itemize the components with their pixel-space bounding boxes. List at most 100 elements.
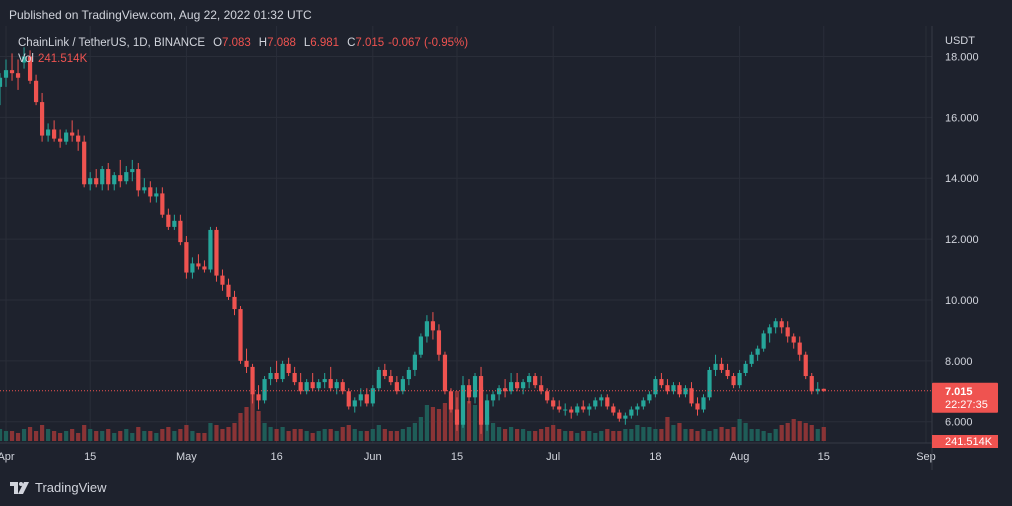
candle-body	[118, 175, 123, 182]
volume-bar	[533, 431, 538, 441]
candle-body	[328, 379, 333, 389]
volume-bar	[569, 431, 574, 441]
volume-bar	[310, 433, 315, 441]
candle-body	[82, 141, 87, 185]
volume-bar	[623, 429, 628, 441]
volume-bar	[773, 429, 778, 441]
volume-bar	[70, 429, 75, 441]
volume-bar	[154, 433, 159, 441]
volume-bar	[737, 419, 742, 441]
candle-body	[316, 382, 321, 389]
candle-body	[659, 379, 664, 386]
volume-bar	[496, 427, 502, 441]
candle-body	[292, 372, 297, 383]
candle-body	[274, 372, 279, 380]
volume-bar	[346, 425, 351, 441]
candle-body	[142, 187, 147, 191]
candle-body	[286, 363, 291, 373]
legend-price-row: ChainLink / TetherUS, 1D, BINANCE O7.083 H…	[18, 35, 468, 51]
volume-bar	[515, 429, 520, 441]
candle-body	[46, 129, 51, 136]
volume-bar	[809, 425, 814, 441]
tradingview-brand[interactable]: TradingView	[10, 480, 107, 495]
volume-bar	[635, 425, 640, 441]
candle-body	[76, 135, 81, 142]
x-tick-label: 15	[818, 451, 830, 463]
candle-body	[15, 73, 21, 78]
legend-volume-row: Vol 241.514K	[18, 51, 468, 67]
volume-bar	[112, 433, 117, 441]
legend-high-value: 7.088	[267, 37, 296, 49]
candle-body	[821, 388, 826, 391]
x-tick-label: 15	[84, 451, 96, 463]
legend-symbol: ChainLink / TetherUS, 1D, BINANCE	[18, 37, 206, 49]
volume-bar	[3, 431, 9, 441]
candle-body	[280, 363, 285, 380]
volume-bar	[617, 431, 622, 441]
volume-bar	[653, 429, 658, 441]
volume-bar	[593, 433, 598, 441]
volume-bar	[797, 421, 802, 441]
candle-body	[563, 409, 568, 411]
volume-bar	[605, 429, 610, 441]
candle-body	[196, 263, 201, 267]
candle-body	[653, 379, 658, 395]
candle-body	[130, 169, 135, 173]
candle-body	[27, 56, 33, 81]
candle-body	[623, 415, 628, 419]
volume-bar	[581, 431, 586, 441]
volume-bar	[27, 427, 33, 441]
volume-bar	[707, 431, 712, 441]
volume-bar	[178, 429, 183, 441]
volume-bar	[106, 429, 111, 441]
candle-body	[202, 266, 207, 270]
candle-body	[665, 385, 670, 392]
candle-body	[112, 175, 117, 185]
x-tick-label: 18	[649, 451, 661, 463]
legend-volume-label: Vol	[18, 53, 34, 65]
volume-bar	[166, 427, 171, 441]
volume-bar	[821, 427, 826, 441]
volume-bar	[424, 405, 430, 441]
candle-body	[334, 382, 339, 389]
published-header: Published on TradingView.com, Aug 22, 20…	[9, 8, 312, 22]
volume-bar	[731, 427, 736, 441]
volume-bar	[671, 425, 676, 441]
volume-bar	[490, 423, 496, 441]
candle-body	[707, 369, 712, 398]
volume-bar	[695, 431, 700, 441]
volume-bar	[39, 425, 45, 441]
x-tick-label: Apr	[0, 451, 15, 463]
candle-body	[460, 385, 466, 425]
volume-bar	[232, 423, 237, 441]
volume-bar	[9, 431, 15, 441]
x-tick-label: Jun	[364, 451, 382, 463]
candle-body	[731, 376, 736, 386]
brand-name: TradingView	[35, 480, 107, 495]
volume-bar	[677, 423, 682, 441]
volume-bar	[136, 427, 141, 441]
volume-bar	[274, 429, 279, 441]
volume-bar	[82, 425, 87, 441]
candle-body	[3, 70, 9, 78]
candle-body	[190, 263, 195, 273]
candle-body	[208, 229, 213, 270]
candle-body	[515, 382, 520, 389]
candle-body	[689, 388, 694, 404]
volume-bar	[713, 429, 718, 441]
candle-body	[52, 129, 57, 139]
candle-body	[94, 178, 99, 185]
candle-body	[496, 388, 502, 395]
candle-body	[346, 391, 351, 407]
volume-bar	[352, 429, 357, 441]
x-tick-label: 16	[270, 451, 282, 463]
volume-bar	[394, 431, 399, 441]
candle-body	[39, 102, 45, 136]
candle-body	[184, 242, 189, 273]
candle-body	[70, 132, 75, 136]
volume-bar	[539, 429, 544, 441]
candle-body	[340, 382, 345, 392]
x-tick-label: 15	[451, 451, 463, 463]
